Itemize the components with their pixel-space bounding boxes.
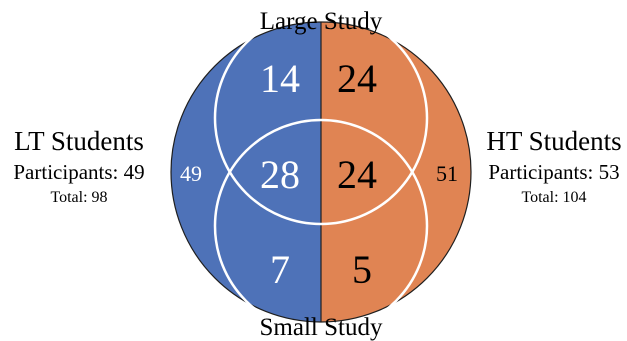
lt-total: Total: 98 xyxy=(50,189,107,206)
count-lt-small-only: 7 xyxy=(270,247,290,292)
count-lt-large-only: 14 xyxy=(260,56,300,101)
count-ht-large-only: 24 xyxy=(337,56,377,101)
small-study-circle xyxy=(213,118,429,334)
ht-participants: Participants: 53 xyxy=(488,160,619,184)
ht-group-title: HT Students xyxy=(486,126,621,156)
small-study-label: Small Study xyxy=(260,314,383,341)
large-study-label: Large Study xyxy=(260,8,383,35)
large-study-circle xyxy=(213,10,429,226)
ht-total: Total: 104 xyxy=(521,189,586,206)
lt-participants: Participants: 49 xyxy=(13,160,144,184)
count-ht-neither: 51 xyxy=(436,161,458,186)
count-lt-both: 28 xyxy=(260,152,300,197)
count-lt-neither: 49 xyxy=(180,161,202,186)
count-ht-small-only: 5 xyxy=(352,247,372,292)
count-ht-both: 24 xyxy=(337,152,377,197)
outer-circle-border xyxy=(170,21,472,323)
lt-group-title: LT Students xyxy=(14,126,144,156)
